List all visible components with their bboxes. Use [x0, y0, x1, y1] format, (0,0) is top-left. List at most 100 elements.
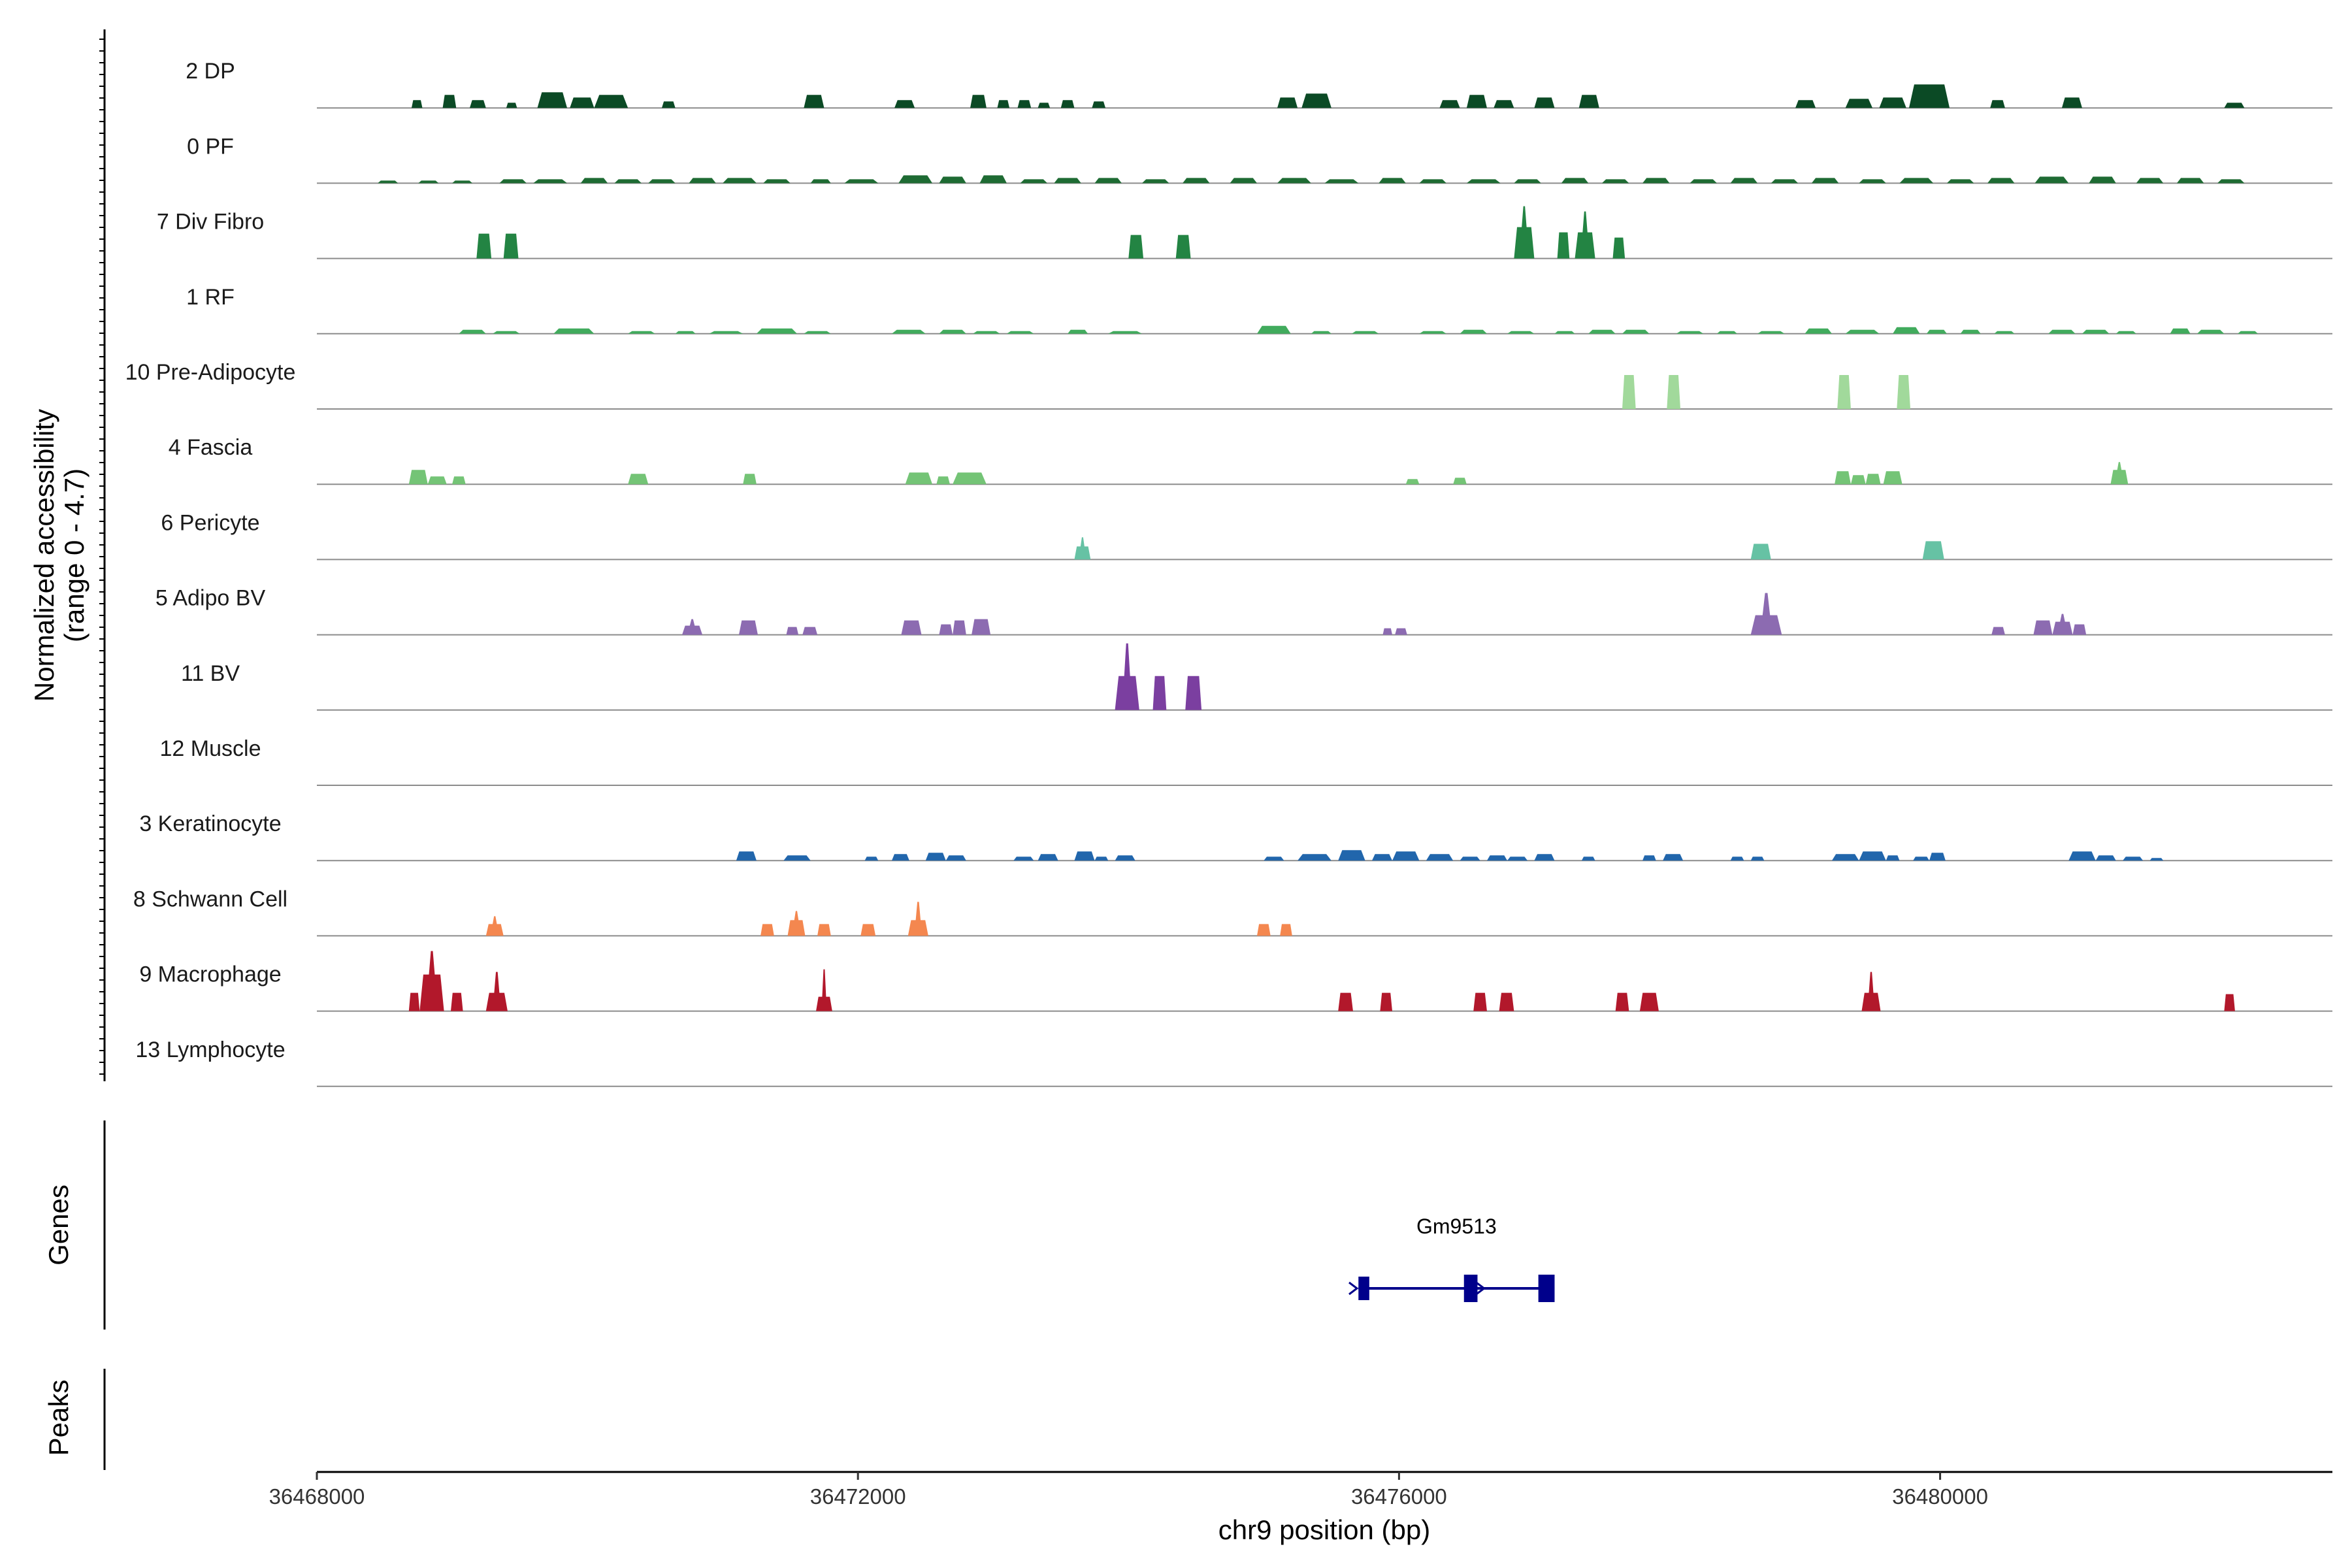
track-label: 0 PF	[187, 134, 234, 159]
coverage-peak	[1865, 474, 1881, 485]
coverage-peak	[1886, 855, 1900, 861]
coverage-peak	[499, 179, 527, 184]
gene-exon	[1538, 1275, 1555, 1302]
coverage-peak	[1750, 544, 1771, 560]
coverage-peak	[1831, 854, 1859, 861]
coverage-peak	[1037, 103, 1051, 108]
coverage-peak	[1017, 100, 1032, 108]
coverage-peak	[907, 902, 928, 936]
coverage-peak	[1811, 178, 1839, 184]
coverage-peak	[1893, 327, 1920, 334]
coverage-peak	[553, 328, 595, 334]
gene-exon	[1358, 1277, 1369, 1300]
coverage-peak	[469, 100, 486, 108]
coverage-peak	[1094, 857, 1109, 861]
coverage-peak	[925, 853, 946, 861]
coverage-peak	[1298, 854, 1331, 861]
coverage-peak	[1861, 972, 1881, 1011]
coverage-peak	[661, 101, 676, 108]
track-label: 2 DP	[186, 59, 235, 84]
coverage-peak	[1460, 329, 1487, 334]
x-tick-label: 36480000	[1892, 1484, 1988, 1509]
track: 11 BV	[181, 643, 2332, 711]
coverage-panel: Normalized accessibility (range 0 - 4.7)…	[29, 29, 2332, 1087]
coverage-peak	[1256, 924, 1271, 936]
coverage-peak	[816, 969, 832, 1011]
coverage-peak	[2224, 994, 2235, 1011]
coverage-peak	[1460, 857, 1480, 861]
y-axis-title-range: (range 0 - 4.7)	[59, 468, 90, 642]
coverage-peak	[894, 100, 915, 108]
coverage-peak	[1277, 97, 1298, 108]
coverage-peak	[1514, 206, 1535, 259]
coverage-peak	[2176, 178, 2204, 184]
coverage-peak	[905, 472, 933, 485]
coverage-peak	[1128, 235, 1144, 259]
coverage-peak	[450, 992, 463, 1011]
coverage-peak	[736, 851, 757, 861]
coverage-peak	[1379, 178, 1406, 184]
coverage-peak	[1960, 329, 1981, 334]
coverage-peak	[2224, 103, 2245, 108]
track: 10 Pre-Adipocyte	[125, 360, 2332, 410]
track-label: 6 Pericyte	[161, 510, 259, 535]
track: 4 Fascia	[169, 435, 2332, 485]
coverage-peak	[783, 855, 811, 861]
coverage-peak	[1419, 331, 1446, 334]
track: 9 Macrophage	[139, 951, 2332, 1012]
coverage-peak	[763, 179, 791, 184]
coverage-peak	[408, 992, 420, 1011]
track: 2 DP	[186, 59, 2332, 109]
coverage-peak	[411, 100, 423, 108]
coverage-peak	[689, 178, 716, 184]
track-label: 3 Keratinocyte	[139, 811, 281, 836]
coverage-peak	[1311, 331, 1331, 334]
coverage-peak	[1750, 593, 1782, 635]
coverage-peak	[1926, 329, 1947, 334]
coverage-peak	[997, 100, 1010, 108]
track-label: 5 Adipo BV	[155, 586, 266, 611]
coverage-peak	[2115, 331, 2136, 334]
coverage-peak	[2068, 851, 2096, 861]
coverage-peak	[1115, 855, 1135, 861]
coverage-peak	[743, 474, 757, 485]
coverage-peak	[2082, 329, 2110, 334]
coverage-peak	[1351, 331, 1379, 334]
coverage-peak	[1419, 179, 1446, 184]
coverage-peak	[1494, 100, 1514, 108]
coverage-peak	[1795, 100, 1816, 108]
coverage-peak	[891, 854, 909, 861]
coverage-peak	[1578, 95, 1599, 108]
coverage-peak	[1850, 475, 1866, 485]
coverage-peak	[2197, 329, 2225, 334]
coverage-peak	[2217, 179, 2245, 184]
gene-model: Gm9513	[1348, 1215, 1555, 1302]
coverage-peak	[1667, 375, 1681, 409]
y-axis-title: Normalized accessibility	[29, 409, 59, 702]
coverage-peak	[1642, 855, 1656, 861]
coverage-peak	[1338, 992, 1353, 1011]
x-tick-label: 36472000	[810, 1484, 906, 1509]
coverage-peak	[1183, 178, 1210, 184]
coverage-peak	[1805, 328, 1832, 334]
coverage-peak	[1581, 857, 1595, 861]
coverage-peak	[802, 627, 818, 635]
x-axis-title: chr9 position (bp)	[1218, 1514, 1431, 1545]
coverage-peak	[1108, 331, 1142, 334]
coverage-peak	[804, 331, 831, 334]
coverage-peak	[1152, 676, 1167, 710]
coverage-peak	[1405, 479, 1420, 485]
coverage-peak	[1883, 471, 1903, 485]
coverage-peak	[1466, 95, 1487, 108]
coverage-peak	[2136, 178, 2164, 184]
coverage-peak	[503, 233, 519, 259]
coverage-peak	[628, 474, 649, 485]
coverage-peak	[1837, 375, 1851, 409]
coverage-peak	[786, 627, 799, 635]
coverage-peak	[1622, 329, 1650, 334]
coverage-peak	[1074, 537, 1091, 560]
coverage-peak	[936, 476, 950, 485]
coverage-peak	[1946, 179, 1974, 184]
coverage-peak	[1534, 97, 1555, 108]
coverage-peak	[1879, 97, 1906, 108]
